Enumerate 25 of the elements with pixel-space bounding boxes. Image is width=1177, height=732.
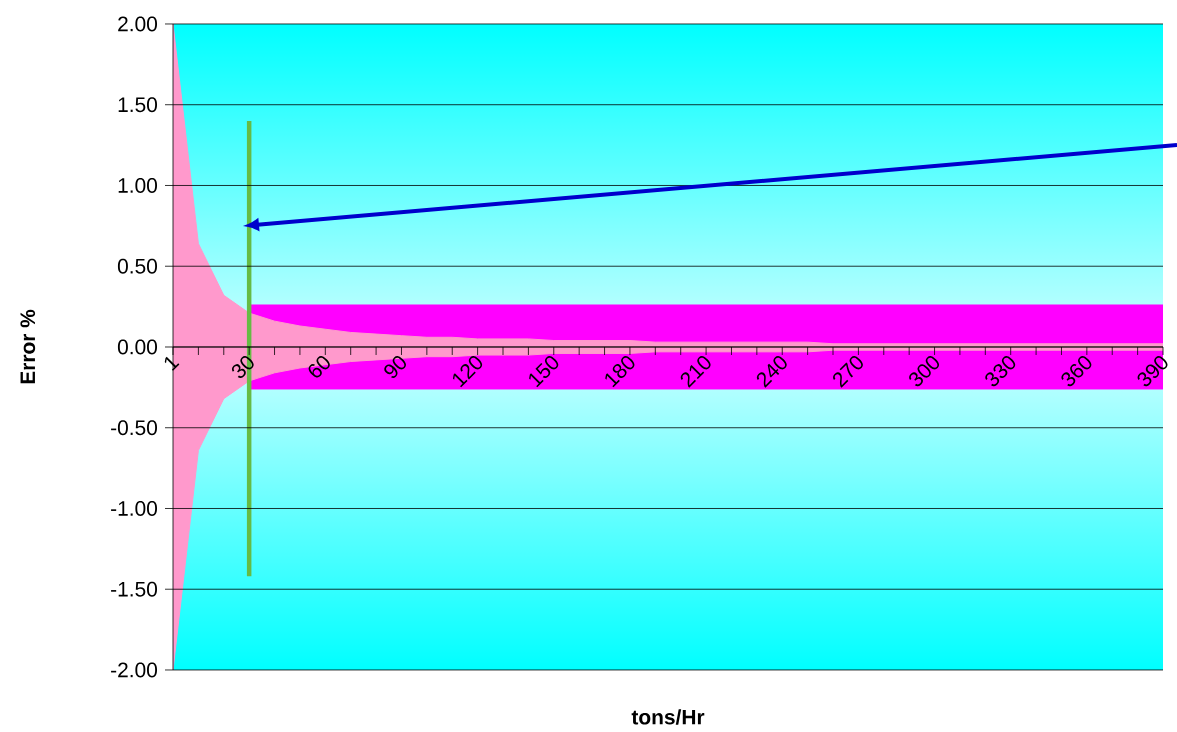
x-tick-label: 210	[680, 356, 711, 388]
x-tick-label: 180	[605, 356, 635, 388]
x-tick-label: 120	[452, 356, 483, 388]
y-tick-label: -1.00	[111, 501, 158, 516]
x-tick-label: 150	[529, 356, 559, 388]
x-tick-label: 270	[833, 356, 863, 388]
y-tick-label: -1.50	[111, 581, 158, 597]
y-axis-title: Error %	[20, 309, 36, 384]
x-axis-title: tons/Hr	[631, 709, 705, 725]
x-tick-label: 390	[1137, 356, 1168, 387]
x-tick-label: 30	[231, 356, 254, 379]
x-tick-label: 60	[308, 356, 330, 378]
y-tick-label: 2.00	[118, 16, 158, 32]
x-tick-label: 360	[1061, 356, 1092, 387]
x-tick-label: 90	[384, 356, 406, 378]
y-tick-label: 1.50	[118, 97, 158, 113]
y-tick-label: 1.00	[118, 178, 158, 193]
x-tick-label: 1	[164, 356, 180, 371]
y-tick-label: -0.50	[111, 420, 158, 436]
x-tick-label: 300	[909, 356, 940, 387]
y-tick-label: 0.00	[117, 339, 158, 355]
y-tick-label: -2.00	[111, 662, 158, 678]
x-tick-label: 330	[985, 356, 1016, 387]
x-tick-label: 240	[756, 356, 787, 388]
y-tick-label: 0.50	[117, 258, 158, 274]
